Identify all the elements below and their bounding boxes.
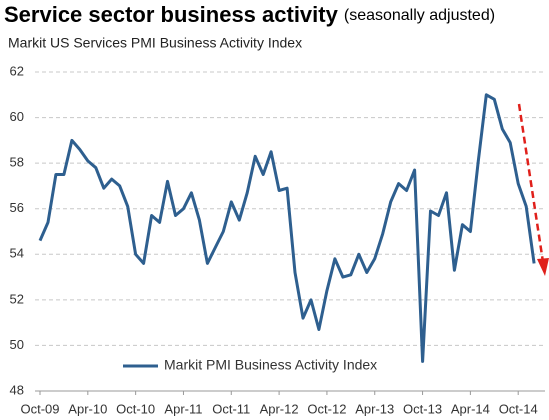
y-tick-label: 52 xyxy=(10,291,24,306)
arrow-head xyxy=(537,258,549,276)
x-tick-label: Apr-12 xyxy=(260,401,299,416)
x-tick-label: Apr-14 xyxy=(451,401,490,416)
y-tick-label: 58 xyxy=(10,155,24,170)
y-tick-label: 48 xyxy=(10,382,24,397)
trend-arrow xyxy=(517,103,549,276)
x-tick-label: Oct-09 xyxy=(20,401,59,416)
title-main: Service sector business activity xyxy=(4,2,339,27)
title-note: (seasonally adjusted) xyxy=(344,7,495,24)
x-tick-label: Oct-10 xyxy=(116,401,155,416)
chart-title: Service sector business activity (seasona… xyxy=(4,2,495,27)
y-tick-label: 62 xyxy=(10,63,24,78)
legend-label: Markit PMI Business Activity Index xyxy=(164,357,377,373)
x-tick-label: Oct-12 xyxy=(307,401,346,416)
x-tick-label: Apr-11 xyxy=(164,401,202,416)
y-tick-label: 50 xyxy=(10,337,24,352)
chart-subtitle: Markit US Services PMI Business Activity… xyxy=(8,35,302,51)
x-tick-label: Oct-13 xyxy=(403,401,442,416)
y-tick-label: 56 xyxy=(10,200,24,215)
arrow-shaft xyxy=(517,103,545,263)
data-line xyxy=(38,93,536,363)
x-tick-label: Apr-10 xyxy=(68,401,107,416)
x-tick-label: Oct-11 xyxy=(212,401,250,416)
y-tick-label: 54 xyxy=(10,246,24,261)
y-tick-label: 60 xyxy=(10,109,24,124)
x-tick-label: Apr-13 xyxy=(355,401,394,416)
x-tick-label: Oct-14 xyxy=(499,401,538,416)
